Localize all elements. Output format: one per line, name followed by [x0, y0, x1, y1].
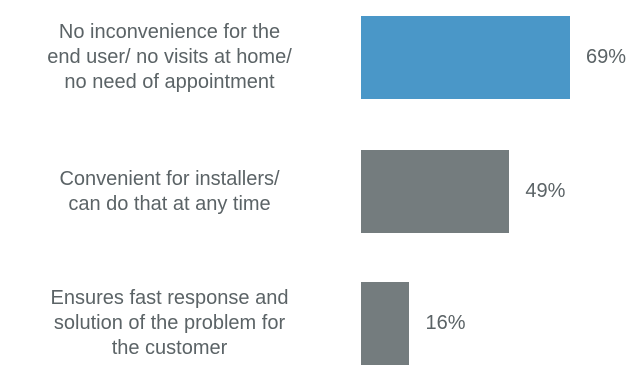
- category-label-3: Ensures fast response and solution of the…: [0, 286, 339, 361]
- category-label-3-line-1: Ensures fast response and: [50, 287, 289, 309]
- bar-3: [361, 282, 410, 365]
- category-label-1-line-3: no need of appointment: [64, 71, 275, 93]
- value-label-3: 16%: [425, 312, 466, 334]
- bar-2: [361, 150, 510, 233]
- category-label-2-line-2: can do that at any time: [68, 192, 271, 215]
- category-label-1: No inconvenience for the end user/ no vis…: [0, 20, 339, 95]
- category-label-1-line-2: end user/ no visits at home/: [47, 46, 292, 68]
- category-label-2-line-1: Convenient for installers/: [59, 167, 280, 190]
- category-label-2: Convenient for installers/can do that at…: [0, 167, 339, 217]
- value-label-1: 69%: [586, 46, 627, 68]
- category-label-1-line-1: No inconvenience for the: [58, 21, 281, 43]
- category-label-3-line-2: solution of the problem for: [53, 312, 286, 334]
- bar-1: [361, 16, 570, 99]
- category-label-3-line-3: the customer: [111, 337, 228, 359]
- value-label-2: 49%: [525, 180, 566, 202]
